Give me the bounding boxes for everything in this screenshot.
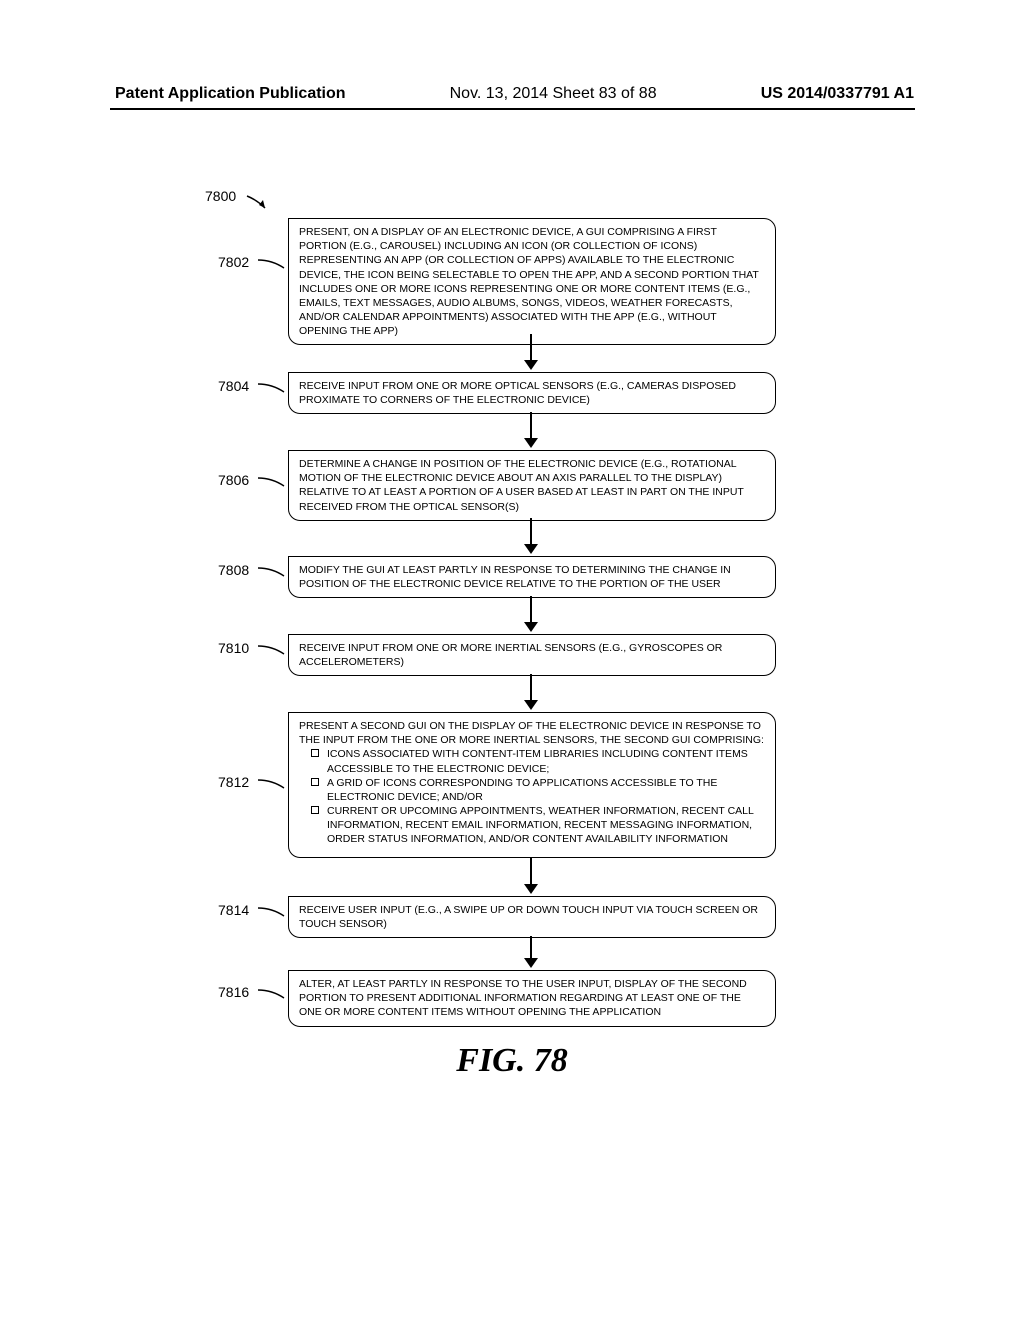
leader-line-icon xyxy=(256,382,286,396)
arrowhead-down-icon xyxy=(524,438,538,448)
ref-label-7812: 7812 xyxy=(218,774,249,790)
flow-connector xyxy=(530,412,532,440)
page-header: Patent Application Publication Nov. 13, … xyxy=(0,85,1024,103)
header-left: Patent Application Publication xyxy=(115,85,346,103)
flow-step-7810: RECEIVE INPUT FROM ONE OR MORE INERTIAL … xyxy=(288,634,776,676)
checkbox-icon xyxy=(311,749,319,757)
header-right: US 2014/0337791 A1 xyxy=(761,85,914,103)
ref-label-7810: 7810 xyxy=(218,640,249,656)
checkbox-icon xyxy=(311,778,319,786)
arrowhead-down-icon xyxy=(524,884,538,894)
leader-line-icon xyxy=(256,476,286,490)
flow-step-bullet-text: A GRID OF ICONS CORRESPONDING TO APPLICA… xyxy=(327,776,765,804)
flow-step-7804: RECEIVE INPUT FROM ONE OR MORE OPTICAL S… xyxy=(288,372,776,414)
leader-line-icon xyxy=(256,566,286,580)
flow-connector xyxy=(530,518,532,546)
flow-step-7802: PRESENT, ON A DISPLAY OF AN ELECTRONIC D… xyxy=(288,218,776,345)
arrowhead-down-icon xyxy=(524,958,538,968)
ref-label-7808: 7808 xyxy=(218,562,249,578)
flow-step-bullet-text: ICONS ASSOCIATED WITH CONTENT-ITEM LIBRA… xyxy=(327,747,765,775)
leader-line-icon xyxy=(256,644,286,658)
flow-connector xyxy=(530,936,532,960)
flow-step-bullet: ICONS ASSOCIATED WITH CONTENT-ITEM LIBRA… xyxy=(299,747,765,775)
arrowhead-down-icon xyxy=(524,700,538,710)
flow-connector xyxy=(530,858,532,886)
ref-label-7816: 7816 xyxy=(218,984,249,1000)
flow-step-7806: DETERMINE A CHANGE IN POSITION OF THE EL… xyxy=(288,450,776,521)
ref-label-7800: 7800 xyxy=(205,188,236,204)
leader-line-icon xyxy=(256,906,286,920)
figure-label: FIG. 78 xyxy=(0,1042,1024,1080)
leader-line-icon xyxy=(256,778,286,792)
checkbox-icon xyxy=(311,806,319,814)
flow-step-bullet: A GRID OF ICONS CORRESPONDING TO APPLICA… xyxy=(299,776,765,804)
header-center: Nov. 13, 2014 Sheet 83 of 88 xyxy=(450,85,657,103)
flow-step-intro: PRESENT A SECOND GUI ON THE DISPLAY OF T… xyxy=(299,719,765,747)
ref-label-7806: 7806 xyxy=(218,472,249,488)
flow-step-7808: MODIFY THE GUI AT LEAST PARTLY IN RESPON… xyxy=(288,556,776,598)
arrowhead-down-icon xyxy=(524,360,538,370)
flow-step-bullet: CURRENT OR UPCOMING APPOINTMENTS, WEATHE… xyxy=(299,804,765,847)
flow-step-bullet-text: CURRENT OR UPCOMING APPOINTMENTS, WEATHE… xyxy=(327,804,765,847)
leader-line-icon xyxy=(256,258,286,272)
flow-step-7812: PRESENT A SECOND GUI ON THE DISPLAY OF T… xyxy=(288,712,776,858)
arrowhead-down-icon xyxy=(524,544,538,554)
flow-connector xyxy=(530,334,532,362)
flow-step-7816: ALTER, AT LEAST PARTLY IN RESPONSE TO TH… xyxy=(288,970,776,1027)
ref-label-7804: 7804 xyxy=(218,378,249,394)
ref-label-7814: 7814 xyxy=(218,902,249,918)
arrowhead-down-icon xyxy=(524,622,538,632)
header-rule xyxy=(110,108,915,110)
leader-line-icon xyxy=(256,988,286,1002)
ref-label-7802: 7802 xyxy=(218,254,249,270)
flow-connector xyxy=(530,596,532,624)
flow-connector xyxy=(530,674,532,702)
ref-arrow-7800-icon xyxy=(245,194,275,214)
flow-step-7814: RECEIVE USER INPUT (E.G., A SWIPE UP OR … xyxy=(288,896,776,938)
